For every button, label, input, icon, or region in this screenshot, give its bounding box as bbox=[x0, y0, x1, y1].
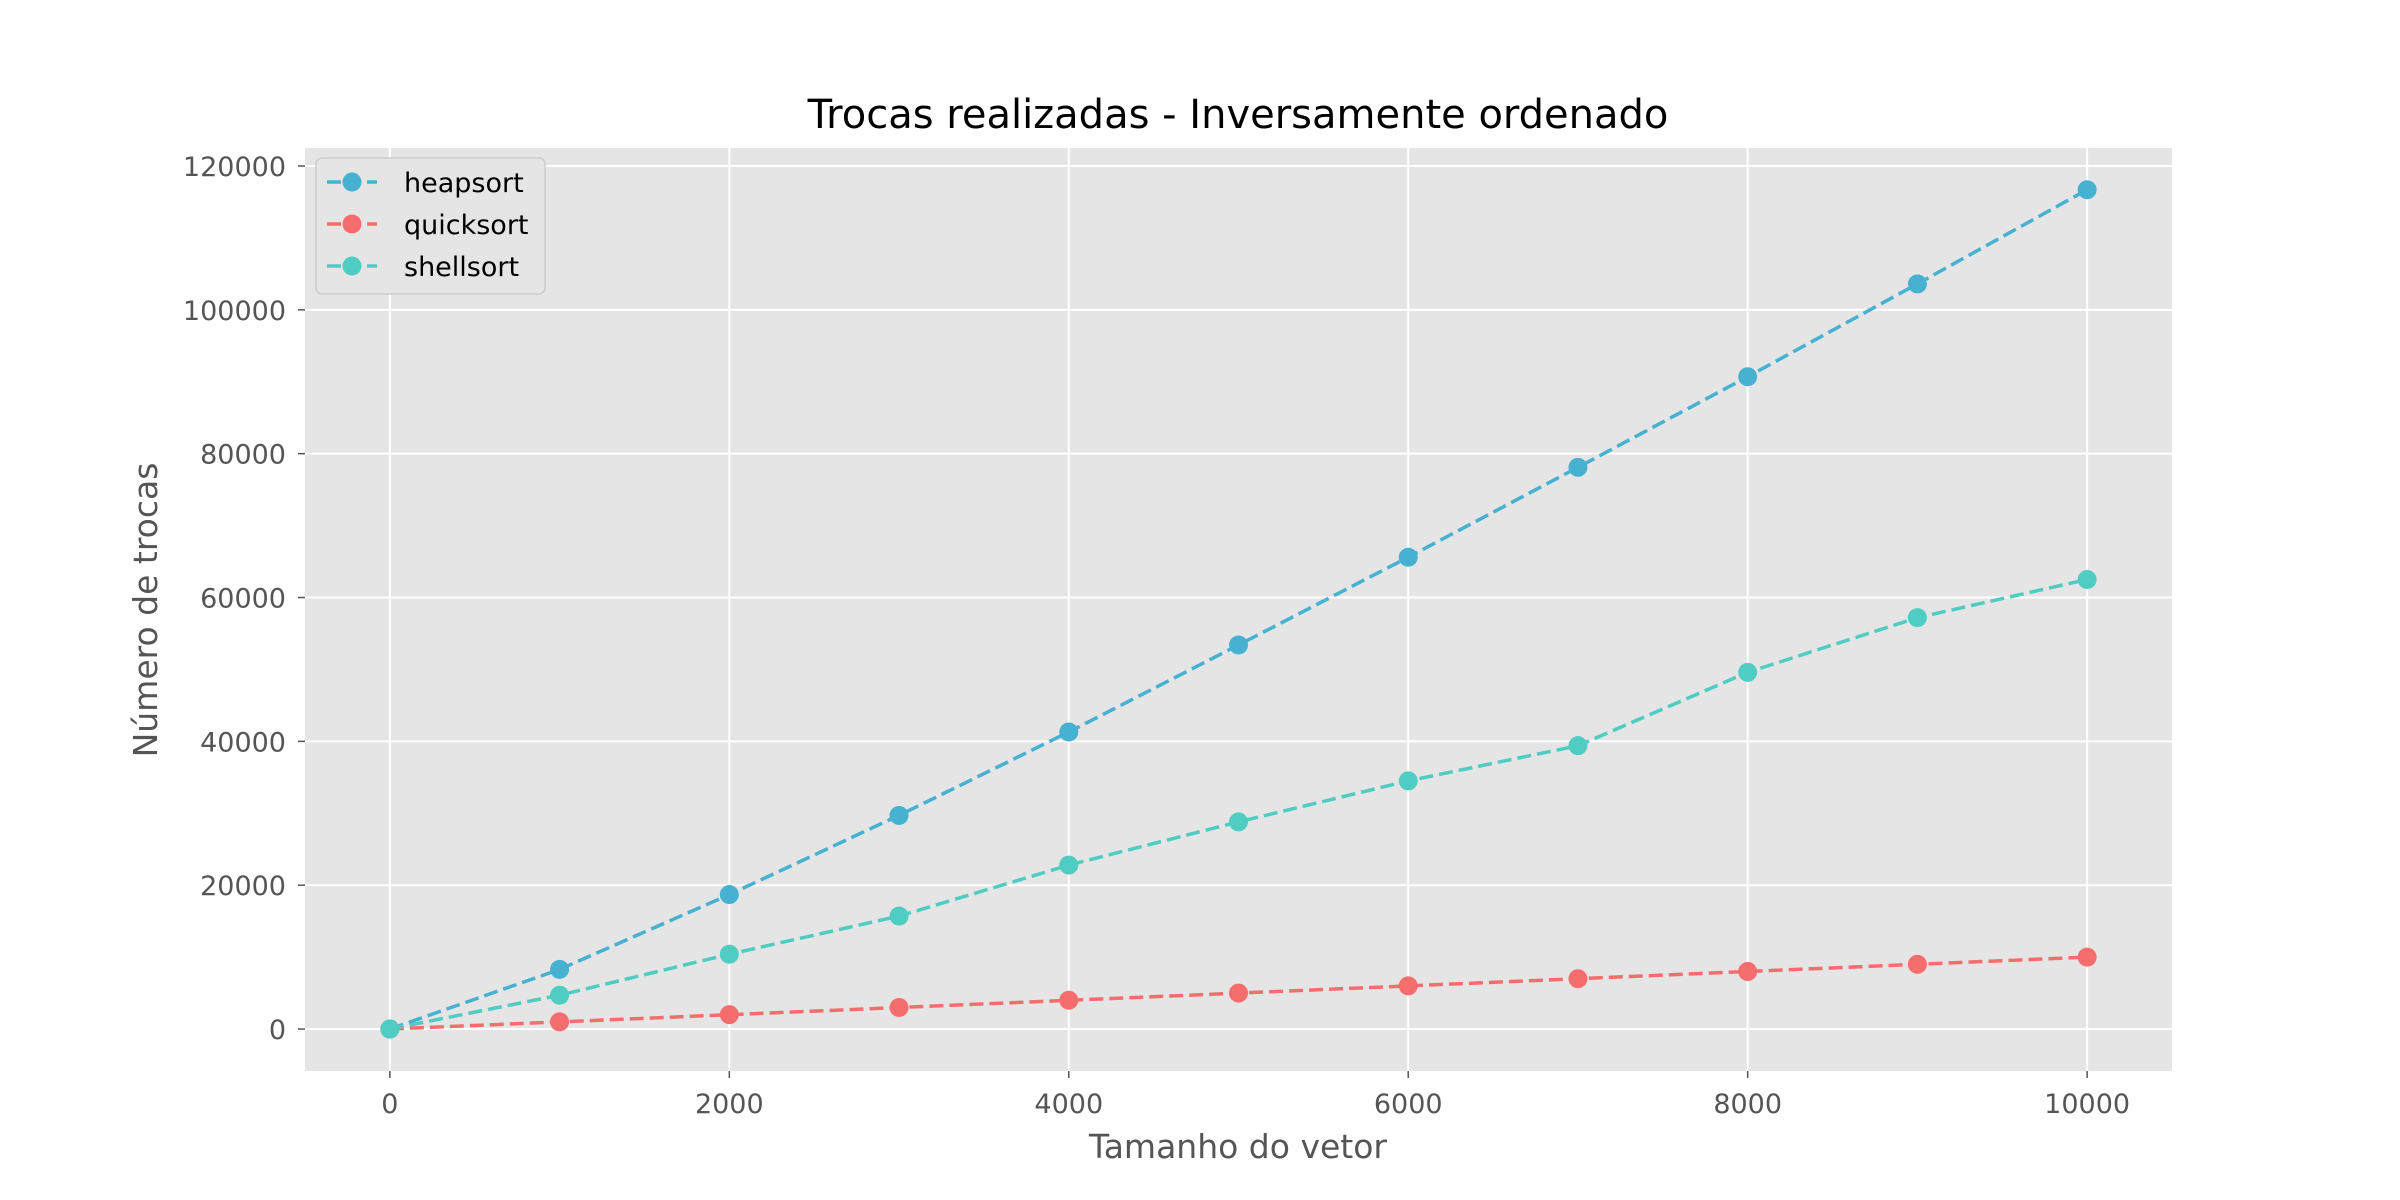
data-point-shellsort bbox=[1568, 736, 1588, 756]
legend-item-shellsort: shellsort bbox=[327, 252, 519, 283]
legend-marker bbox=[342, 214, 362, 234]
legend-item-heapsort: heapsort bbox=[327, 168, 524, 199]
legend-marker bbox=[342, 172, 362, 192]
data-point-quicksort bbox=[1059, 990, 1079, 1010]
data-point-shellsort bbox=[2077, 570, 2097, 590]
data-point-shellsort bbox=[550, 985, 570, 1005]
x-axis-title: Tamanho do vetor bbox=[1088, 1127, 1387, 1166]
data-point-quicksort bbox=[1398, 976, 1418, 996]
x-tick-label: 4000 bbox=[1034, 1089, 1103, 1120]
data-point-quicksort bbox=[1568, 969, 1588, 989]
data-point-heapsort bbox=[2077, 180, 2097, 200]
data-point-shellsort bbox=[1059, 855, 1079, 875]
data-point-heapsort bbox=[1229, 635, 1248, 655]
chart-title: Trocas realizadas - Inversamente ordenad… bbox=[807, 92, 1669, 138]
legend-item-quicksort: quicksort bbox=[327, 210, 529, 241]
data-point-heapsort bbox=[889, 805, 909, 825]
x-axis-ticks: 0 2000 4000 6000 8000 10000 bbox=[381, 1071, 2130, 1120]
y-tick-label: 60000 bbox=[200, 584, 286, 615]
x-tick-label: 6000 bbox=[1374, 1089, 1443, 1120]
y-axis-title: Número de trocas bbox=[126, 463, 165, 758]
data-point-quicksort bbox=[889, 997, 909, 1017]
y-tick-label: 100000 bbox=[183, 296, 286, 327]
data-point-heapsort bbox=[1907, 274, 1927, 294]
data-point-shellsort bbox=[1398, 771, 1418, 791]
data-point-heapsort bbox=[1398, 547, 1418, 567]
series-heapsort bbox=[380, 180, 2097, 1039]
legend-label: heapsort bbox=[404, 168, 524, 199]
data-point-shellsort bbox=[1738, 662, 1758, 682]
y-tick-label: 80000 bbox=[200, 440, 286, 471]
x-tick-label: 2000 bbox=[695, 1089, 764, 1120]
data-point-heapsort bbox=[719, 885, 739, 905]
data-point-quicksort bbox=[719, 1005, 739, 1025]
legend: heapsort quicksort shellsort bbox=[315, 157, 546, 295]
data-point-quicksort bbox=[1738, 962, 1758, 982]
data-point-quicksort bbox=[1907, 954, 1927, 974]
legend-label: shellsort bbox=[404, 252, 519, 283]
y-tick-label: 120000 bbox=[183, 152, 286, 183]
grid bbox=[305, 148, 2172, 1071]
series bbox=[380, 180, 2097, 1039]
data-point-heapsort bbox=[550, 959, 570, 979]
x-tick-label: 0 bbox=[381, 1089, 398, 1120]
y-axis-ticks: 0 20000 40000 60000 80000 100000 120000 bbox=[183, 152, 305, 1046]
x-tick-label: 8000 bbox=[1713, 1089, 1782, 1120]
y-tick-label: 0 bbox=[269, 1015, 286, 1046]
data-point-shellsort bbox=[380, 1019, 400, 1039]
series-shellsort bbox=[380, 570, 2097, 1039]
data-point-quicksort bbox=[2077, 947, 2097, 967]
data-point-shellsort bbox=[1907, 608, 1927, 628]
legend-label: quicksort bbox=[404, 210, 529, 241]
data-point-heapsort bbox=[1059, 722, 1079, 742]
data-point-quicksort bbox=[550, 1012, 570, 1032]
x-tick-label: 10000 bbox=[2044, 1089, 2130, 1120]
y-tick-label: 20000 bbox=[200, 871, 286, 902]
legend-marker bbox=[342, 256, 362, 276]
data-point-shellsort bbox=[1229, 812, 1248, 832]
data-point-heapsort bbox=[1738, 367, 1758, 387]
legend-box bbox=[315, 157, 546, 295]
data-point-shellsort bbox=[719, 944, 739, 964]
y-tick-label: 40000 bbox=[200, 727, 286, 758]
data-point-heapsort bbox=[1568, 457, 1588, 477]
data-point-shellsort bbox=[889, 906, 909, 926]
plot-background bbox=[305, 148, 2172, 1071]
data-point-quicksort bbox=[1229, 983, 1248, 1003]
